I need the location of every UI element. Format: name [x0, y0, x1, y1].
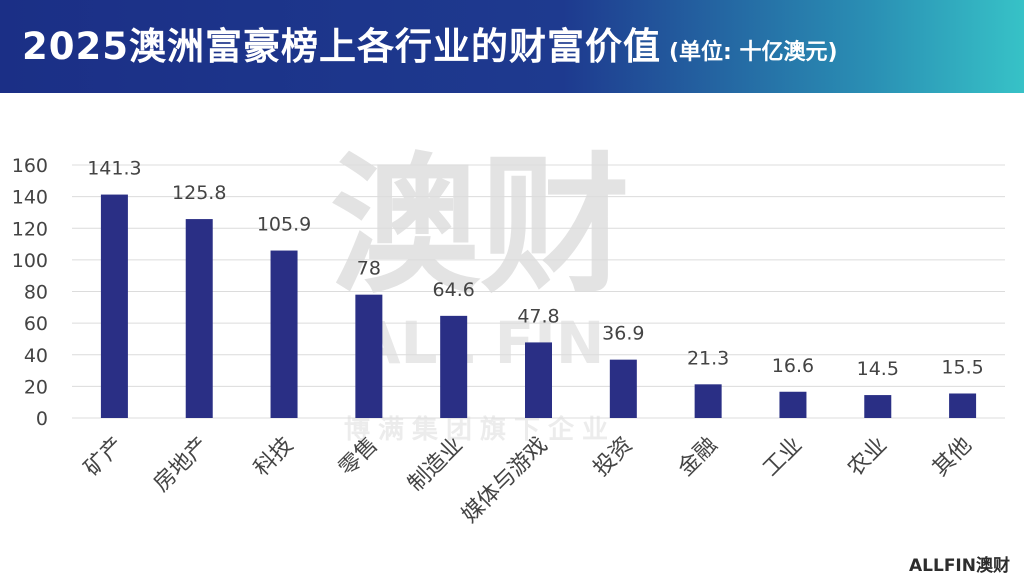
bar [949, 393, 977, 418]
bar [525, 342, 552, 418]
data-label: 15.5 [941, 356, 983, 378]
watermark-brand: ALL FIN [356, 309, 605, 377]
y-tick-label: 0 [36, 408, 48, 430]
bar [185, 219, 213, 418]
y-tick-label: 140 [12, 187, 48, 209]
y-tick-label: 100 [12, 250, 48, 272]
x-tick-label: 媒体与游戏 [457, 433, 552, 528]
watermark: 澳财 ALL FIN 博满集团旗下企业 [330, 140, 630, 445]
bar [100, 194, 128, 418]
x-tick-label: 工业 [758, 433, 807, 482]
y-tick-label: 80 [24, 282, 48, 304]
title-unit: (单位: 十亿澳元) [668, 40, 838, 65]
x-tick-label: 其他 [928, 433, 977, 482]
brand-logo: ALLFIN澳财 [909, 556, 1010, 576]
watermark-subtitle: 博满集团旗下企业 [344, 414, 616, 445]
bar [694, 384, 722, 418]
x-tick-label: 矿产 [80, 433, 129, 482]
data-label: 47.8 [517, 305, 559, 327]
y-tick-label: 20 [24, 376, 48, 398]
y-axis: 0 20 40 60 80 100 120 140 160 [12, 155, 48, 430]
title-text: 2025澳洲富豪榜上各行业的财富价值 [22, 25, 661, 68]
x-tick-label: 房地产 [149, 433, 213, 497]
y-tick-label: 40 [24, 345, 48, 367]
x-tick-label: 科技 [249, 433, 298, 482]
bar [355, 294, 383, 418]
data-label: 105.9 [257, 214, 311, 236]
x-tick-label: 金融 [674, 433, 723, 482]
y-tick-label: 160 [12, 155, 48, 177]
bars [100, 194, 977, 418]
y-tick-label: 60 [24, 313, 48, 335]
bar [779, 391, 807, 418]
bar [440, 315, 468, 418]
x-tick-label: 农业 [843, 433, 892, 482]
bar [609, 359, 637, 418]
bar [864, 395, 892, 418]
title-banner: 2025澳洲富豪榜上各行业的财富价值 (单位: 十亿澳元) [0, 0, 1024, 93]
data-label: 141.3 [87, 158, 141, 180]
data-label: 14.5 [857, 358, 899, 380]
data-label: 125.8 [172, 182, 226, 204]
data-labels: 141.3 125.8 105.9 78 64.6 47.8 36.9 21.3 16.6 14.… [87, 158, 984, 381]
data-label: 64.6 [433, 279, 475, 301]
bar [270, 250, 298, 418]
data-label: 78 [357, 258, 381, 280]
bar-chart: 澳财 ALL FIN 博满集团旗下企业 0 20 40 60 80 100 120 140 16… [12, 140, 1005, 528]
data-label: 16.6 [772, 355, 814, 377]
data-label: 21.3 [687, 347, 729, 369]
chart-title: 2025澳洲富豪榜上各行业的财富价值 (单位: 十亿澳元) [22, 16, 838, 76]
data-label: 36.9 [602, 323, 644, 345]
gridlines [72, 164, 1005, 419]
y-tick-label: 120 [12, 218, 48, 240]
watermark-logo: 澳财 [330, 140, 630, 314]
